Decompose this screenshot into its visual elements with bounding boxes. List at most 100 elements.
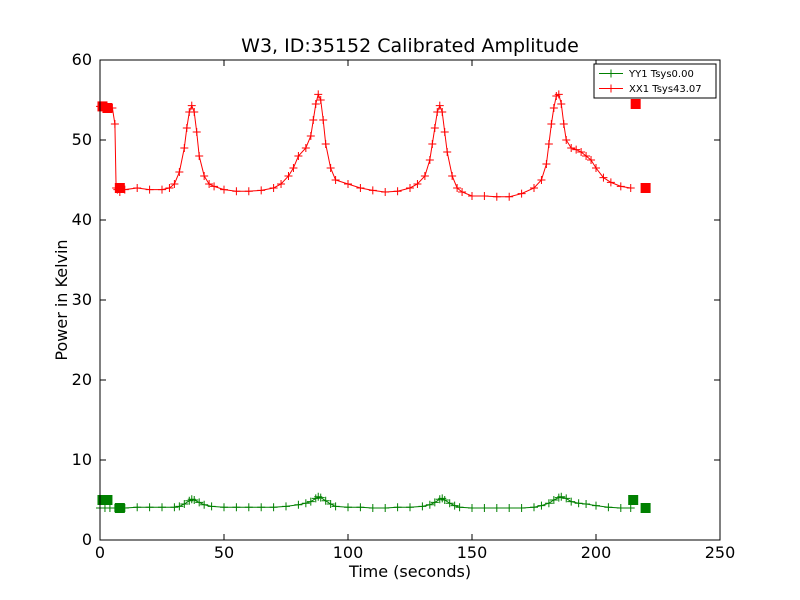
data-point [326,500,335,508]
square-marker [102,103,113,113]
data-point [244,187,253,196]
data-point [190,108,199,116]
data-point [574,499,583,508]
data-point [616,504,625,512]
x-tick-label: 150 [457,543,488,562]
data-point [182,124,191,132]
data-point [294,500,303,509]
data-point [145,503,154,512]
data-point [599,173,608,182]
data-point [356,503,365,512]
data-point [458,188,467,196]
legend-marker [607,84,615,93]
data-point [356,184,365,192]
data-point [577,148,586,156]
square-marker [640,503,651,513]
data-point [592,501,600,510]
data-point [428,140,437,148]
square-marker [640,183,651,193]
data-point [284,172,293,180]
y-tick-label: 0 [82,530,92,549]
data-point [492,504,501,512]
data-point [133,503,142,512]
data-point [505,504,514,512]
data-point [165,184,174,192]
data-point [448,172,457,180]
legend-entry-yy1: YY1 Tsys0.00 [599,69,694,80]
data-point [257,503,266,512]
data-point [517,189,526,198]
data-point [289,164,298,172]
y-tick-label: 10 [72,450,92,469]
data-point [187,101,196,110]
data-point [480,504,489,512]
data-point [425,156,434,164]
data-point [277,180,286,188]
series-0 [96,492,635,512]
x-tick-label: 200 [581,543,612,562]
data-point [232,187,241,196]
data-point [326,164,335,172]
data-point [406,184,414,192]
data-point [158,185,166,194]
y-tick-label: 20 [72,370,92,389]
data-point [450,501,459,510]
series-layer [96,90,651,513]
data-point [537,501,546,510]
data-point [455,503,464,512]
data-point [420,172,429,180]
data-point [557,492,566,501]
data-point [344,503,352,512]
data-point [435,101,444,110]
data-point [549,104,558,112]
data-point [530,184,538,192]
plot-frame [99,59,721,541]
square-marker [628,495,639,505]
data-point [331,176,340,184]
data-point [180,144,189,152]
chart-title: W3, ID:35152 Calibrated Amplitude [241,35,579,57]
data-point [205,180,214,188]
data-point [319,116,328,124]
data-point [530,503,538,512]
data-point [438,108,447,116]
data-point [616,182,625,191]
data-point [547,120,556,128]
data-point [368,186,377,195]
data-point [572,145,581,154]
data-point [195,498,204,507]
data-point [175,502,184,511]
square-marker [102,495,113,505]
square-marker [114,503,125,513]
data-point [344,180,352,188]
data-point [170,503,179,512]
data-point [606,178,615,187]
data-point [554,90,563,99]
data-point [311,100,320,108]
y-tick-label: 60 [72,50,92,69]
end-markers-1 [97,99,651,193]
data-point [158,503,166,512]
data-point [331,502,340,511]
x-axis-ticks: 0 50 100 150 200 250 [95,60,735,562]
y-tick-label: 30 [72,290,92,309]
data-point [468,504,476,512]
data-point [505,192,514,201]
data-point [567,144,576,152]
x-tick-label: 250 [705,543,736,562]
legend-box [593,63,717,99]
data-point [582,152,591,160]
square-marker [114,183,125,193]
series-line [100,92,631,198]
data-point [562,494,571,503]
data-point [626,504,635,512]
data-point [549,496,558,504]
data-point [306,132,315,140]
data-point [537,176,546,184]
data-point [207,502,216,511]
data-point [192,128,201,136]
data-point [582,500,591,508]
data-point [430,498,439,507]
data-point [413,180,422,188]
